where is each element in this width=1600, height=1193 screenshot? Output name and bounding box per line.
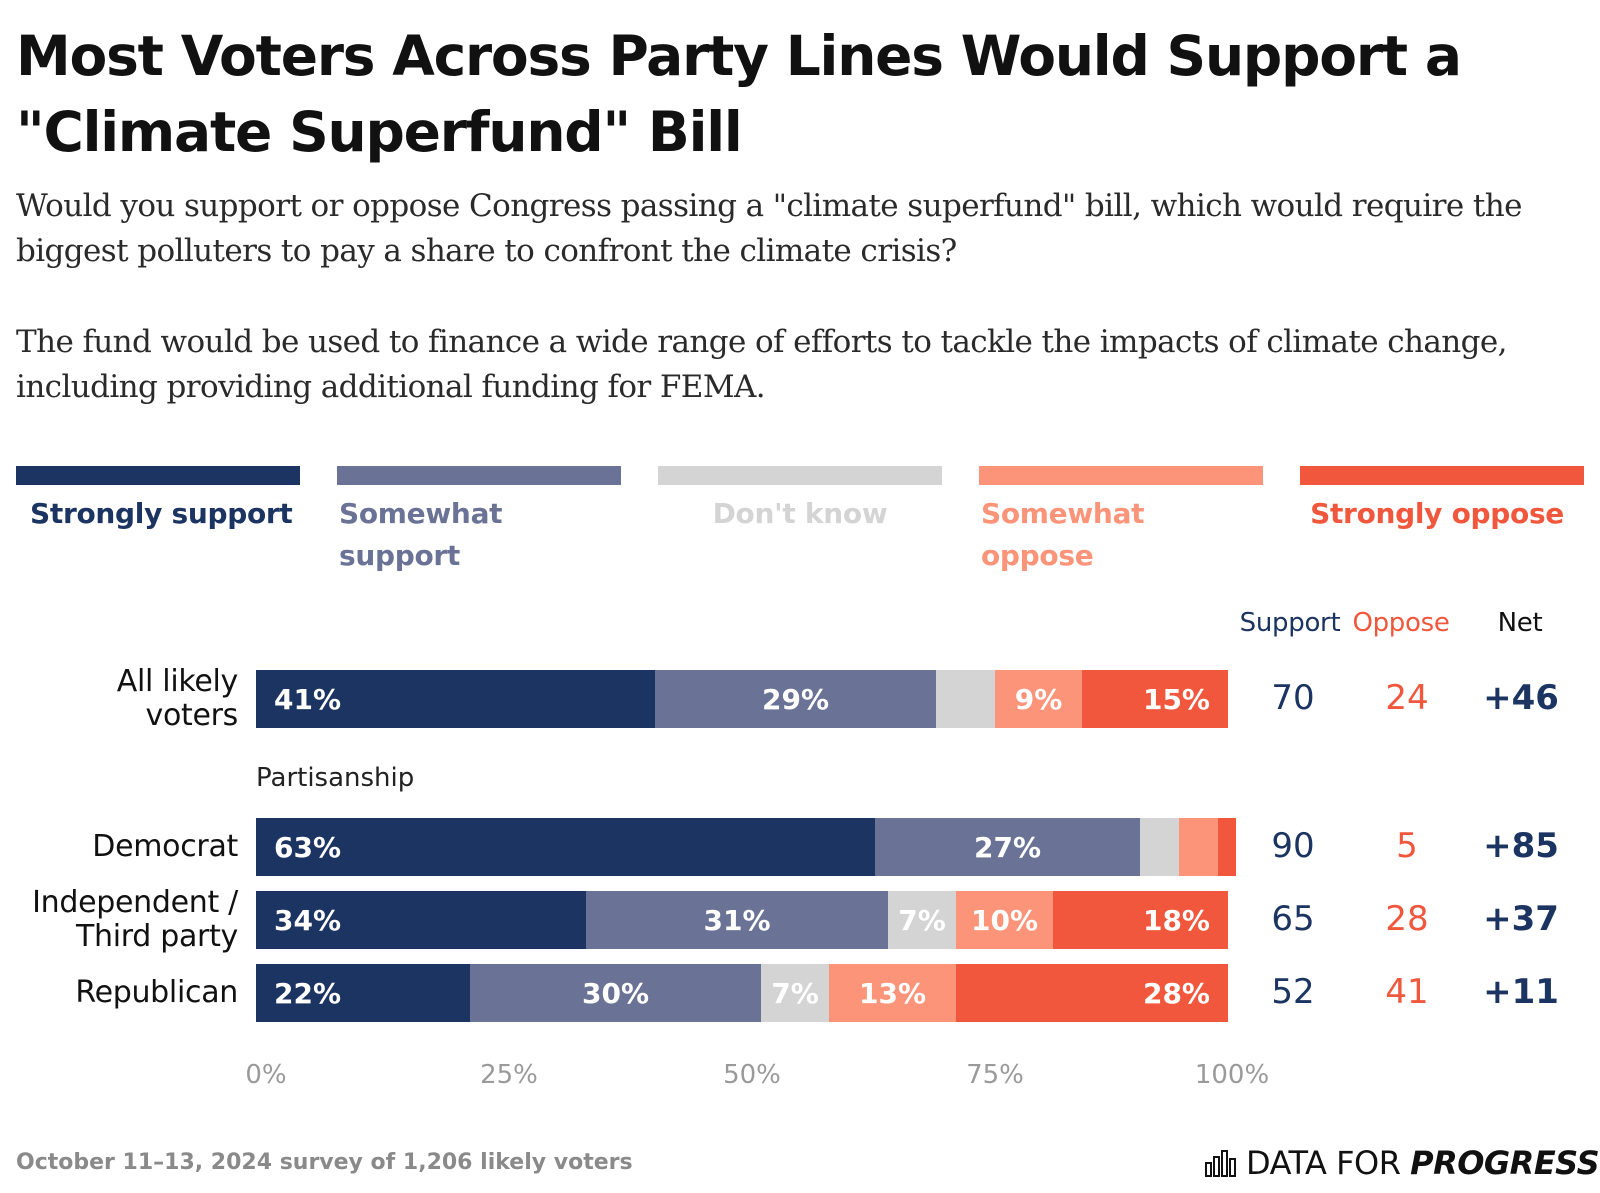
stacked-bar: 22% 30% 7% 13% 28% [256, 964, 1228, 1022]
bar-segment-somewhat-oppose: 10% [956, 891, 1053, 949]
data-label: 9% [1014, 682, 1063, 716]
net-value: +46 [1483, 678, 1559, 718]
bar-segment-dont-know [1140, 818, 1179, 876]
data-label: 41% [274, 682, 342, 716]
bar-segment-dont-know: 7% [761, 964, 829, 1022]
data-label: 30% [581, 976, 650, 1010]
bar-segment-somewhat-support: 27% [875, 818, 1140, 876]
data-label: 13% [858, 976, 927, 1010]
bar-segment-somewhat-oppose [1179, 818, 1218, 876]
survey-note: October 11–13, 2024 survey of 1,206 like… [16, 1150, 633, 1175]
stacked-bar: 41% 29% 9% 15% [256, 670, 1228, 728]
bar-segment-strongly-oppose: 15% [1082, 670, 1228, 728]
legend-swatch-dont-know [658, 466, 942, 485]
legend-item-dont-know: Don't know [658, 466, 942, 535]
data-label: 34% [274, 903, 342, 937]
data-label: 28% [1142, 976, 1210, 1010]
net-value: +85 [1483, 826, 1559, 866]
legend-swatch-somewhat-support [337, 466, 621, 485]
legend-label-dont-know: Don't know [712, 497, 888, 530]
bar-segment-strongly-oppose: 18% [1053, 891, 1228, 949]
oppose-value: 5 [1396, 826, 1418, 866]
bar-segment-strongly-oppose [1218, 818, 1236, 876]
x-tick-label: 0% [245, 1060, 287, 1090]
bar-segment-somewhat-support: 31% [586, 891, 888, 949]
data-label: 22% [274, 976, 342, 1010]
legend-swatch-somewhat-oppose [979, 466, 1263, 485]
oppose-value: 41 [1385, 972, 1429, 1012]
data-label: 31% [703, 903, 771, 937]
group-label-partisanship: Partisanship [256, 763, 415, 793]
column-header-oppose: Oppose [1352, 608, 1450, 638]
bar-segment-somewhat-support: 30% [470, 964, 761, 1022]
legend-item-strongly-support: Strongly support [16, 466, 300, 535]
bar-segment-dont-know: 7% [888, 891, 956, 949]
bar-segment-strongly-oppose: 28% [956, 964, 1228, 1022]
row-label: Democrat [92, 829, 238, 864]
brand-name-strong: PROGRESS [1410, 1144, 1600, 1182]
legend-label-somewhat-support: Somewhat support [339, 497, 503, 572]
row-label: Independent / Third party [32, 885, 238, 954]
stacked-bar: 63% 27% [256, 818, 1236, 876]
x-tick-label: 25% [480, 1060, 538, 1090]
support-value: 90 [1271, 826, 1315, 866]
support-value: 65 [1271, 899, 1315, 939]
legend-swatch-strongly-oppose [1300, 466, 1584, 485]
legend-item-somewhat-support: Somewhat support [337, 466, 621, 577]
oppose-value: 28 [1385, 899, 1429, 939]
x-tick-label: 50% [723, 1060, 781, 1090]
data-label: 27% [973, 830, 1042, 864]
row-label: All likely voters [116, 664, 239, 733]
legend-label-strongly-support: Strongly support [30, 497, 293, 530]
bar-segment-strongly-support: 63% [256, 818, 875, 876]
data-label: 15% [1142, 682, 1210, 716]
bar-segment-strongly-support: 22% [256, 964, 470, 1022]
legend-item-somewhat-oppose: Somewhat oppose [979, 466, 1263, 577]
support-value: 70 [1271, 678, 1315, 718]
bar-segment-somewhat-oppose: 9% [995, 670, 1082, 728]
data-label: 63% [274, 830, 342, 864]
bar-segment-strongly-support: 41% [256, 670, 655, 728]
data-label: 18% [1142, 903, 1210, 937]
chart-title: Most Voters Across Party Lines Would Sup… [16, 24, 1462, 164]
bar-segment-strongly-support: 34% [256, 891, 586, 949]
bar-segment-dont-know [936, 670, 995, 728]
net-value: +11 [1483, 972, 1559, 1012]
bar-segment-somewhat-oppose: 13% [829, 964, 956, 1022]
chart-subtitle-question: Would you support or oppose Congress pas… [16, 188, 1522, 269]
row-label: Republican [75, 975, 238, 1010]
data-label: 7% [898, 903, 946, 937]
column-header-support: Support [1239, 608, 1341, 638]
chart-subtitle-description: The fund would be used to finance a wide… [16, 324, 1508, 405]
x-tick-label: 100% [1194, 1060, 1270, 1090]
bar-segment-somewhat-support: 29% [655, 670, 936, 728]
legend-label-somewhat-oppose: Somewhat oppose [981, 497, 1145, 572]
oppose-value: 24 [1385, 678, 1429, 718]
brand-logo: DATA FOR PROGRESS [1204, 1143, 1600, 1183]
data-label: 7% [771, 976, 819, 1010]
stacked-bar: 34% 31% 7% 10% 18% [256, 891, 1228, 949]
brand-name-light: DATA FOR [1246, 1144, 1411, 1182]
bar-chart-logo-icon [1205, 1150, 1236, 1177]
support-value: 52 [1271, 972, 1315, 1012]
legend-label-strongly-oppose: Strongly oppose [1310, 497, 1564, 530]
x-tick-label: 75% [966, 1060, 1024, 1090]
data-label: 29% [761, 682, 830, 716]
column-header-net: Net [1497, 608, 1543, 638]
data-label: 10% [970, 903, 1039, 937]
brand-name: DATA FOR PROGRESS [1246, 1144, 1600, 1182]
legend-swatch-strongly-support [16, 466, 300, 485]
net-value: +37 [1483, 899, 1559, 939]
legend-item-strongly-oppose: Strongly oppose [1300, 466, 1584, 535]
